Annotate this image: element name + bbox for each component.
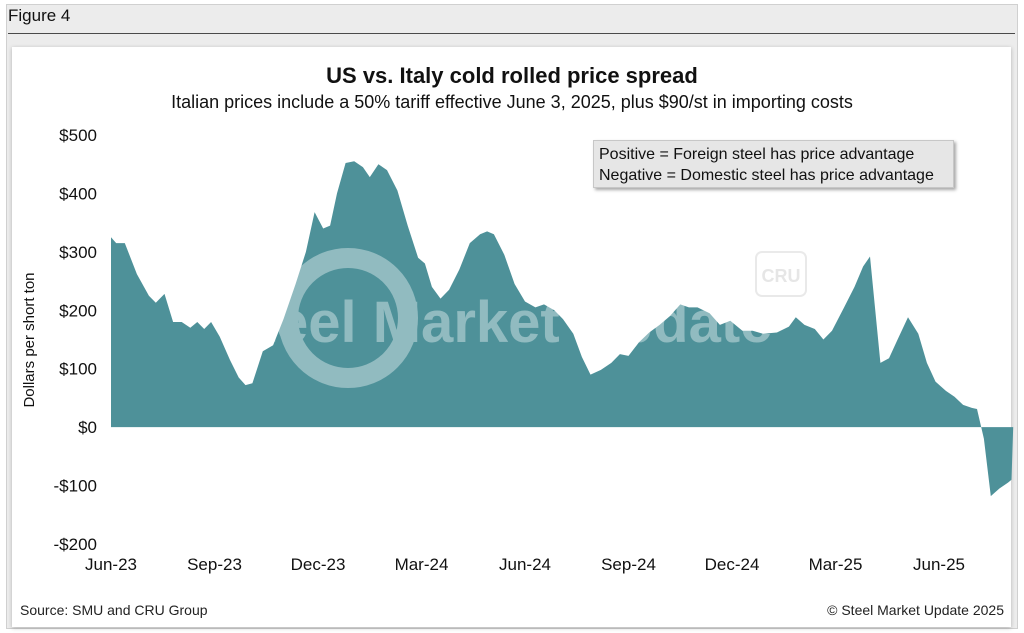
watermark-text: Steel Market Update [218,290,772,355]
source-note: Source: SMU and CRU Group [20,602,208,618]
watermark: Steel Market Update CRU [218,248,807,388]
y-axis-label: Dollars per short ton [21,272,38,407]
x-tick-label: Jun-25 [913,555,965,574]
y-tick-label: $100 [59,360,97,379]
y-tick-label: -$200 [54,535,97,554]
legend-positive: Positive = Foreign steel has price advan… [599,146,915,163]
x-tick-label: Dec-24 [705,555,760,574]
chart-title: US vs. Italy cold rolled price spread [326,63,698,88]
y-tick-label: $200 [59,301,97,320]
y-tick-label: $500 [59,126,97,145]
y-tick-label: $300 [59,243,97,262]
copyright-note: © Steel Market Update 2025 [827,602,1004,618]
legend-box: Positive = Foreign steel has price advan… [593,140,954,188]
x-tick-label: Jun-24 [499,555,551,574]
x-tick-label: Sep-23 [187,555,242,574]
x-tick-label: Mar-25 [809,555,863,574]
y-tick-label: -$100 [54,477,97,496]
legend-negative: Negative = Domestic steel has price adva… [599,167,934,184]
cru-badge: CRU [762,266,801,286]
x-tick-label: Jun-23 [85,555,137,574]
header-divider [8,33,1015,34]
chart-subtitle: Italian prices include a 50% tariff effe… [171,92,853,112]
y-axis-ticks: $500 $400 $300 $200 $100 $0 -$100 -$200 [54,126,97,554]
y-tick-label: $400 [59,184,97,203]
x-tick-label: Dec-23 [291,555,346,574]
figure-label: Figure 4 [8,6,71,25]
spread-area-series [111,161,1014,497]
x-tick-label: Sep-24 [601,555,656,574]
x-tick-label: Mar-24 [395,555,449,574]
x-axis-ticks: Jun-23 Sep-23 Dec-23 Mar-24 Jun-24 Sep-24 Dec-… [85,555,965,574]
y-tick-label: $0 [78,418,97,437]
